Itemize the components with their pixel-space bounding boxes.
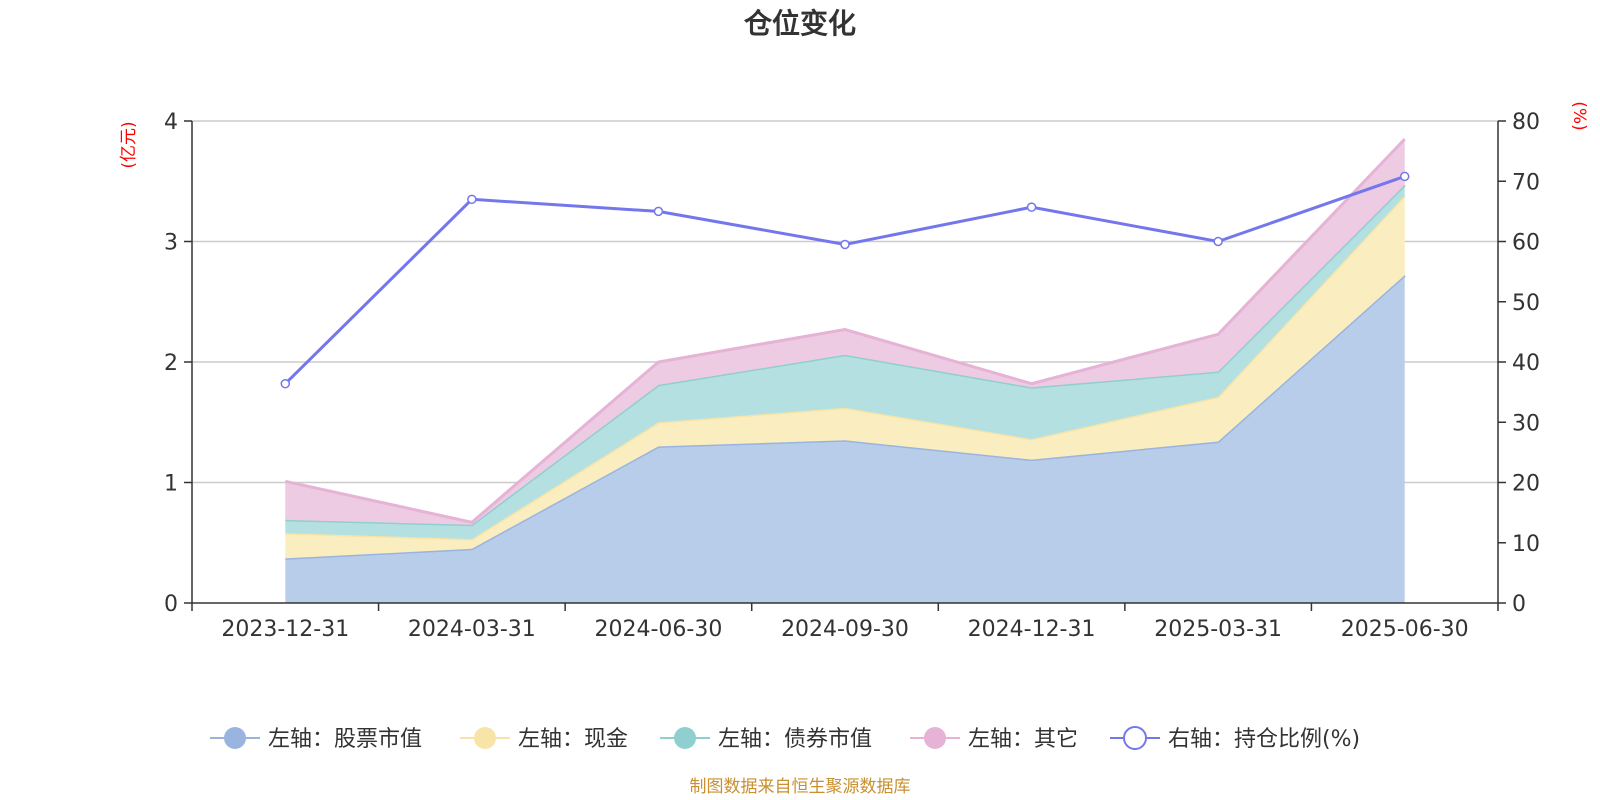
right-tick-label: 80 [1512,110,1540,135]
line-series [280,171,1410,389]
right-tick-label: 20 [1512,472,1540,497]
area-line-series-4 [284,138,1406,524]
left-tick-label: 4 [164,110,178,135]
legend-item: 左轴：债券市值 [660,727,872,752]
legend-circle-marker [1123,726,1147,750]
x-tick-label: 2025-06-30 [1341,617,1469,642]
left-tick-label: 2 [164,351,178,376]
x-tick-label: 2024-09-30 [781,617,909,642]
left-tick-label: 0 [164,592,178,617]
chart-title: 仓位变化 [744,7,856,40]
legend-circle-marker [674,727,696,749]
legend-item: 左轴：现金 [460,727,628,752]
legend-label: 左轴：债券市值 [718,727,872,752]
legend-circle-marker [924,727,946,749]
legend-label: 右轴：持仓比例(%) [1168,727,1360,752]
right-tick-label: 70 [1512,170,1540,195]
right-tick-label: 10 [1512,532,1540,557]
line-point [467,194,477,205]
left-tick-label: 1 [164,472,178,497]
line-point [1213,236,1223,247]
legend-item: 左轴：股票市值 [210,727,422,752]
area-fill-series-1 [285,275,1405,603]
x-tick-label: 2024-12-31 [968,617,1096,642]
x-tick-label: 2025-03-31 [1154,617,1282,642]
left-tick-label: 3 [164,231,178,256]
data-source-note: 制图数据来自恒生聚源数据库 [690,777,911,797]
left-axis-unit: (亿元) [119,121,139,168]
right-tick-label: 60 [1512,231,1540,256]
legend-label: 左轴：其它 [968,727,1078,752]
line-point [840,239,850,250]
line-point [1026,202,1037,212]
stacked-areas [284,138,1406,603]
x-tick-label: 2023-12-31 [221,617,349,642]
legend-circle-marker [224,727,246,749]
x-tick-label: 2024-06-30 [594,617,722,642]
legend-item: 左轴：其它 [910,727,1078,752]
x-tick-label: 2024-03-31 [408,617,536,642]
area-fill-series-4 [285,139,1405,525]
right-tick-label: 0 [1512,592,1526,617]
line-point [1399,171,1410,182]
legend-label: 左轴：现金 [518,727,628,752]
legend: 左轴：股票市值 左轴：现金 左轴：债券市值 左轴：其它 右轴：持仓比例(%) [210,726,1360,752]
line-point [653,206,664,217]
legend-item: 右轴：持仓比例(%) [1110,726,1360,752]
right-tick-label: 40 [1512,351,1540,376]
legend-circle-marker [474,727,496,749]
line-point [280,378,291,389]
right-axis-unit: (%) [1569,101,1589,130]
right-tick-label: 30 [1512,411,1540,436]
right-tick-label: 50 [1512,291,1540,316]
legend-label: 左轴：股票市值 [268,727,422,752]
area-fill-series-3 [285,184,1405,540]
